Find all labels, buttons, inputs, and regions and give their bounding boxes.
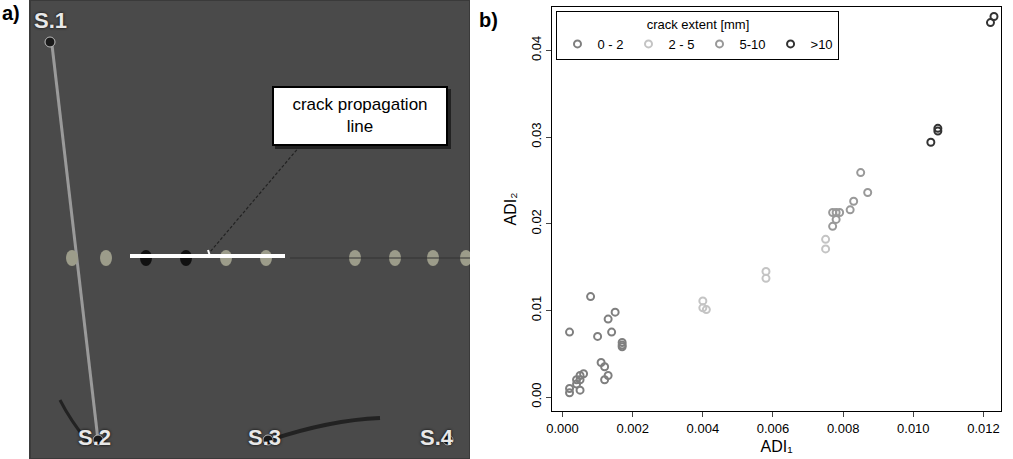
svg-text:0.00: 0.00 (529, 383, 544, 408)
svg-text:0.000: 0.000 (546, 421, 579, 436)
svg-text:5-10: 5-10 (740, 37, 766, 52)
svg-text:0.002: 0.002 (616, 421, 649, 436)
html-text:S.1: S.1 (34, 8, 67, 33)
svg-text:0 - 2: 0 - 2 (597, 37, 623, 52)
svg-text:0.004: 0.004 (687, 421, 720, 436)
svg-text:2 - 5: 2 - 5 (669, 37, 695, 52)
svg-text:0.02: 0.02 (529, 209, 544, 234)
svg-text:0.01: 0.01 (529, 296, 544, 321)
html-text:S.2: S.2 (78, 425, 111, 450)
svg-text:ADI₂: ADI₂ (502, 193, 519, 226)
html-text:crack propagation line: crack propagation line (292, 95, 428, 136)
svg-text:0.012: 0.012 (967, 421, 1000, 436)
html-text:a): a) (2, 2, 20, 24)
svg-text:b): b) (479, 9, 498, 31)
svg-text:0.03: 0.03 (529, 122, 544, 147)
svg-text:>10: >10 (811, 37, 833, 52)
html-text:S.4: S.4 (420, 425, 453, 450)
svg-text:0.006: 0.006 (757, 421, 790, 436)
svg-text:0.010: 0.010 (897, 421, 930, 436)
html-text:S.3: S.3 (248, 425, 281, 450)
svg-text:0.04: 0.04 (529, 36, 544, 61)
svg-text:crack extent [mm]: crack extent [mm] (647, 17, 750, 32)
svg-text:ADI₁: ADI₁ (760, 438, 792, 455)
svg-text:0.008: 0.008 (827, 421, 860, 436)
